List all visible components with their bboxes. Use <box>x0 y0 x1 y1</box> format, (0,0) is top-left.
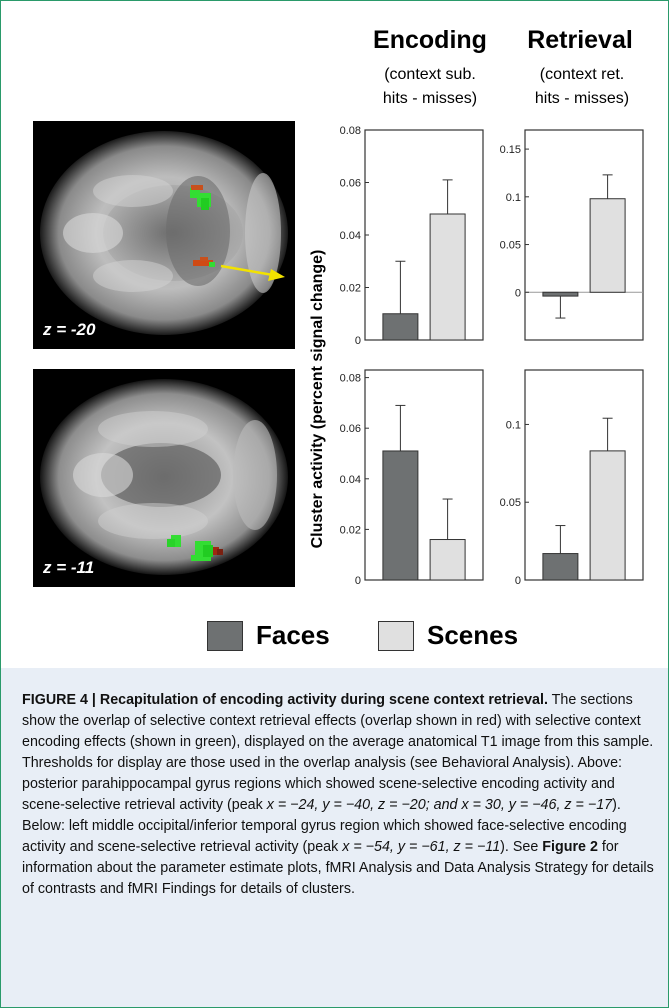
z-label-bottom: z = -11 <box>43 558 95 577</box>
bar-top-right-scenes <box>589 198 626 293</box>
y-tick-label-bottom-right-2: 0.1 <box>506 419 521 431</box>
caption-text: FIGURE 4 | Recapitulation of encoding ac… <box>22 690 654 900</box>
y-tick-label-top-left-4: 0.08 <box>340 125 361 137</box>
subtitle-retrieval-line2: hits - misses) <box>534 90 630 107</box>
caption-coords-2: x = −54, y = −61, z = −11 <box>342 839 501 855</box>
y-tick-label-bottom-left-1: 0.02 <box>340 524 361 536</box>
subtitle-encoding-line1: (context sub. <box>384 66 476 83</box>
bar-bottom-right-scenes <box>589 450 626 581</box>
legend-swatch-scenes <box>378 621 414 651</box>
y-tick-label-top-right-3: 0.15 <box>500 144 521 156</box>
legend-label-faces: Faces <box>256 620 330 650</box>
caption-body-2: ). Below: left middle occipital/inferior… <box>22 797 627 855</box>
y-tick-label-bottom-right-1: 0.05 <box>500 497 521 509</box>
header-retrieval: Retrieval <box>527 26 633 54</box>
y-tick-label-top-right-0: 0 <box>515 287 521 299</box>
bar-bottom-left-faces <box>382 450 419 581</box>
brain-top-image <box>40 131 288 335</box>
z-label-top: z = -20 <box>43 320 96 339</box>
bar-top-left-faces <box>382 313 419 341</box>
legend-label-scenes: Scenes <box>427 620 519 650</box>
bar-bottom-right-faces <box>542 553 579 581</box>
caption-body-3: ). See <box>500 839 543 855</box>
brain-slice-bottom: z = -11 <box>33 369 295 587</box>
figure-panel: Encoding Retrieval (context sub. hits - … <box>33 26 644 651</box>
bar-charts: 0 0.02 0.04 0.06 0.08 0 0.05 0.1 0.15 0 0.02 0.04 0.… <box>340 125 644 587</box>
y-tick-label-bottom-left-0: 0 <box>355 575 361 587</box>
caption-body-1: The sections show the overlap of selecti… <box>22 692 654 813</box>
header-encoding: Encoding <box>373 26 487 54</box>
bar-bottom-left-scenes <box>429 539 466 581</box>
caption-figure-ref[interactable]: Figure 2 <box>542 839 598 855</box>
figure-caption: FIGURE 4 | Recapitulation of encoding ac… <box>0 668 669 1008</box>
y-tick-label-top-left-0: 0 <box>355 335 361 347</box>
caption-coords-1: x = −24, y = −40, z = −20; and x = 30, y… <box>266 797 613 813</box>
legend-swatch-faces <box>207 621 243 651</box>
y-tick-label-top-right-1: 0.05 <box>500 240 521 252</box>
subtitle-retrieval-line1: (context ret. <box>539 66 625 83</box>
y-tick-label-top-left-1: 0.02 <box>340 283 361 295</box>
caption-body-4: for information about the parameter esti… <box>22 839 654 897</box>
caption-figure-label: FIGURE 4 | Recapitulation of encoding ac… <box>22 692 548 708</box>
y-tick-label-top-left-3: 0.06 <box>340 178 361 190</box>
y-tick-label-bottom-left-2: 0.04 <box>340 474 361 486</box>
y-tick-label-top-left-2: 0.04 <box>340 230 361 242</box>
subtitle-encoding-line2: hits - misses) <box>382 90 478 107</box>
y-tick-label-bottom-left-3: 0.06 <box>340 423 361 435</box>
bar-top-left-scenes <box>429 213 466 341</box>
y-tick-label-bottom-right-0: 0 <box>515 575 521 587</box>
brain-bottom-image <box>40 379 288 575</box>
y-tick-label-bottom-left-4: 0.08 <box>340 373 361 385</box>
y-tick-label-top-right-2: 0.1 <box>506 192 521 204</box>
brain-slice-top: z = -20 <box>33 121 295 349</box>
